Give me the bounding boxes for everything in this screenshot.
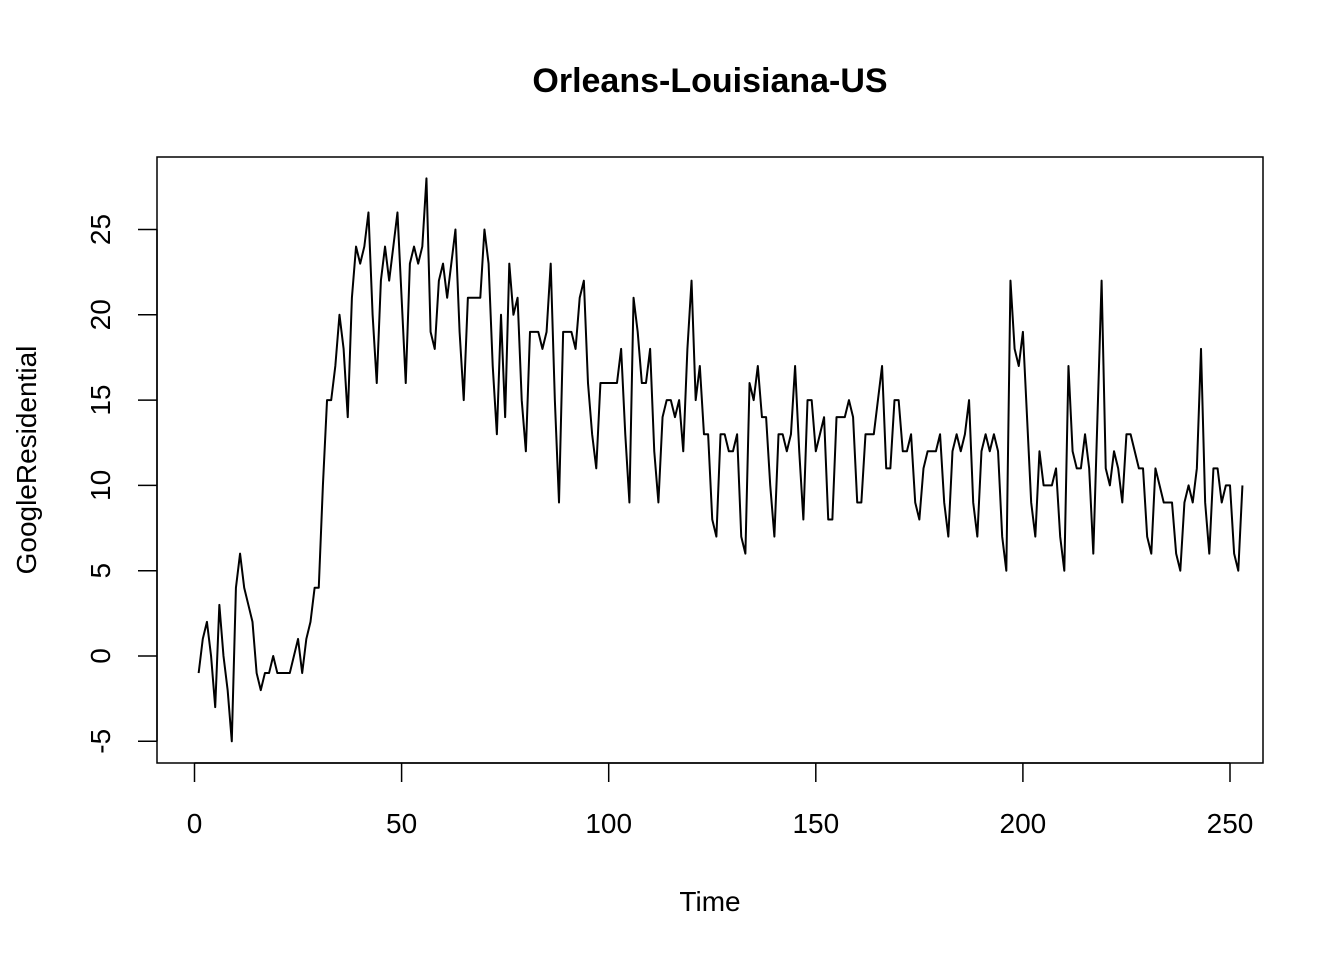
x-axis: 0 50 100 150 200 250 (187, 762, 1254, 839)
x-tick-label: 250 (1207, 808, 1254, 839)
x-tick-label: 150 (792, 808, 839, 839)
x-tick-label: 0 (187, 808, 203, 839)
x-tick-label: 100 (585, 808, 632, 839)
y-axis: -5 0 5 10 15 20 25 (85, 214, 158, 754)
y-tick-label: 5 (85, 563, 116, 579)
y-tick-label: 20 (85, 299, 116, 330)
series-layer (197, 177, 1244, 743)
y-tick-label: 15 (85, 385, 116, 416)
x-tick-label: 50 (386, 808, 417, 839)
x-tick-label: 200 (1000, 808, 1047, 839)
y-tick-label: 10 (85, 470, 116, 501)
x-axis-label: Time (679, 886, 740, 917)
y-axis-label: GoogleResidential (11, 346, 42, 575)
series-line (197, 177, 1244, 743)
y-tick-label: 0 (85, 648, 116, 664)
chart-title: Orleans-Louisiana-US (532, 62, 887, 100)
y-tick-label: -5 (85, 729, 116, 754)
y-tick-label: 25 (85, 214, 116, 245)
